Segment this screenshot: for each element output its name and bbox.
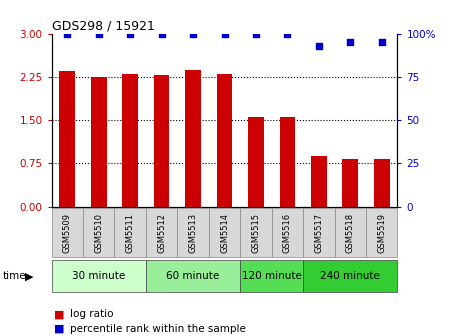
Bar — [52, 260, 146, 292]
Text: GDS298 / 15921: GDS298 / 15921 — [52, 19, 154, 33]
Point — [95, 31, 102, 36]
Bar — [146, 260, 240, 292]
Bar — [272, 208, 303, 257]
Text: GSM5510: GSM5510 — [94, 213, 103, 253]
Point — [158, 31, 165, 36]
Text: GSM5514: GSM5514 — [220, 213, 229, 253]
Point — [189, 31, 197, 36]
Bar — [240, 260, 303, 292]
Text: GSM5516: GSM5516 — [283, 213, 292, 253]
Bar — [122, 74, 138, 207]
Point — [284, 31, 291, 36]
Point — [64, 31, 71, 36]
Text: time: time — [2, 271, 26, 281]
Text: GSM5518: GSM5518 — [346, 213, 355, 253]
Text: 120 minute: 120 minute — [242, 271, 302, 281]
Text: 60 minute: 60 minute — [167, 271, 220, 281]
Text: GSM5515: GSM5515 — [251, 213, 260, 253]
Bar — [303, 208, 335, 257]
Bar — [248, 117, 264, 207]
Bar — [240, 208, 272, 257]
Bar — [217, 74, 233, 207]
Text: GSM5517: GSM5517 — [314, 213, 323, 253]
Bar — [185, 70, 201, 207]
Bar — [52, 208, 83, 257]
Text: ▶: ▶ — [25, 271, 33, 281]
Bar — [146, 208, 177, 257]
Text: 240 minute: 240 minute — [320, 271, 380, 281]
Bar — [114, 208, 146, 257]
Bar — [366, 208, 397, 257]
Text: 30 minute: 30 minute — [72, 271, 125, 281]
Text: GSM5513: GSM5513 — [189, 213, 198, 253]
Text: log ratio: log ratio — [70, 309, 113, 319]
Text: GSM5511: GSM5511 — [126, 213, 135, 253]
Bar — [343, 159, 358, 207]
Text: GSM5512: GSM5512 — [157, 213, 166, 253]
Bar — [279, 117, 295, 207]
Bar — [154, 75, 170, 207]
Text: ■: ■ — [54, 309, 64, 319]
Bar — [335, 208, 366, 257]
Bar — [303, 260, 397, 292]
Point — [315, 43, 322, 48]
Bar — [83, 208, 114, 257]
Point — [127, 31, 134, 36]
Bar — [209, 208, 240, 257]
Bar — [59, 71, 75, 207]
Text: GSM5509: GSM5509 — [63, 213, 72, 253]
Point — [221, 31, 228, 36]
Point — [378, 40, 385, 45]
Point — [252, 31, 260, 36]
Point — [347, 40, 354, 45]
Bar — [177, 208, 209, 257]
Bar — [374, 159, 390, 207]
Text: ■: ■ — [54, 324, 64, 334]
Bar — [91, 77, 107, 207]
Text: GSM5519: GSM5519 — [377, 213, 386, 253]
Bar — [311, 157, 327, 207]
Text: percentile rank within the sample: percentile rank within the sample — [70, 324, 246, 334]
